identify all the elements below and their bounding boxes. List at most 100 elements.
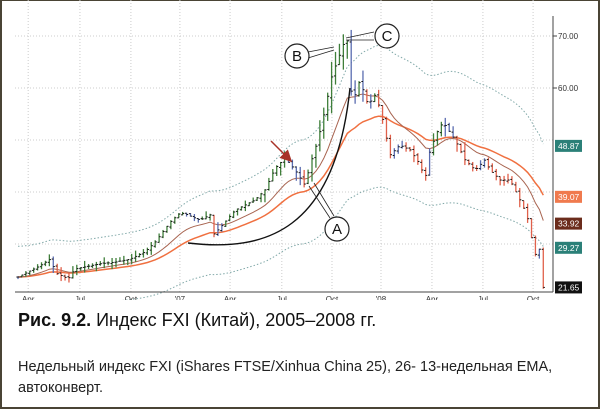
last-price-badge: 21.65 — [555, 281, 582, 294]
price-bar — [349, 29, 353, 96]
price-bar — [326, 92, 330, 121]
price-bar — [302, 169, 306, 188]
price-bar — [369, 94, 373, 109]
price-bar — [36, 264, 40, 271]
price-bar — [510, 176, 514, 186]
price-bar — [310, 154, 314, 182]
price-bar — [235, 208, 240, 216]
x-tick-label: '07 — [175, 295, 186, 300]
price-bar — [247, 202, 251, 207]
price-bar — [471, 161, 475, 172]
price-bar — [514, 181, 518, 193]
price-bar — [177, 213, 181, 219]
price-bar — [263, 189, 267, 203]
price-bar — [431, 133, 436, 156]
price-bar — [341, 34, 345, 70]
gridlines — [15, 0, 553, 292]
price-bar — [134, 250, 138, 262]
price-bar — [518, 187, 522, 208]
annotations: A B C — [187, 23, 400, 246]
price-bar — [114, 257, 118, 268]
price-bar — [353, 80, 357, 104]
price-bar — [306, 169, 310, 185]
price-bar — [184, 212, 189, 217]
y-tick-label: 60.00 — [558, 84, 579, 93]
price-bar — [435, 130, 440, 146]
price-bar — [141, 249, 146, 258]
price-bar — [118, 257, 122, 262]
price-bar — [522, 200, 526, 209]
price-bar — [537, 248, 541, 259]
price-bar — [490, 163, 494, 173]
price-bar — [188, 213, 193, 217]
price-bar — [392, 148, 396, 159]
price-bar — [388, 134, 392, 159]
price-bar — [20, 274, 24, 278]
price-bar — [94, 261, 98, 272]
price-bar — [502, 175, 506, 186]
price-bar — [333, 51, 338, 85]
price-bar — [330, 61, 334, 114]
price-bar — [145, 247, 149, 256]
figure-label: Рис. 9.2. — [18, 310, 92, 330]
price-bar — [43, 260, 48, 267]
envelope-lines — [17, 44, 544, 300]
x-tick-label: Jul — [75, 295, 85, 300]
price-bar — [404, 142, 408, 152]
price-bar — [212, 214, 216, 238]
price-bar — [361, 70, 365, 102]
price-bar — [192, 214, 196, 222]
price-bar — [55, 263, 59, 275]
upper-envelope-line — [17, 44, 544, 247]
price-bar — [533, 235, 538, 257]
ema-26-badge: 39.07 — [555, 190, 582, 203]
annotation-circle — [324, 216, 350, 242]
x-tick-label: Apr — [426, 295, 439, 300]
price-bar — [486, 157, 490, 170]
badge-background — [555, 190, 582, 203]
price-bar — [173, 216, 177, 224]
price-bar — [373, 93, 377, 103]
price-bar — [243, 200, 247, 212]
badge-value: 48.87 — [558, 141, 580, 151]
price-bar — [67, 272, 71, 283]
price-bar — [294, 166, 298, 181]
price-bar — [455, 135, 459, 152]
price-bar — [255, 196, 259, 202]
price-bar — [380, 105, 385, 124]
price-bar — [220, 223, 224, 232]
parabolic-curve — [187, 87, 351, 246]
price-bar — [357, 81, 361, 97]
price-bar — [204, 211, 208, 220]
annotation-label: A — [332, 221, 342, 238]
price-bar — [529, 218, 534, 239]
annotation-circle — [284, 43, 310, 69]
price-bar — [345, 40, 349, 59]
price-bar — [161, 229, 165, 239]
badge-background — [555, 241, 582, 254]
price-bar — [467, 159, 471, 166]
annotation-c: C — [374, 23, 400, 49]
price-bar — [420, 159, 424, 174]
price-bar — [200, 216, 204, 220]
price-bar — [384, 116, 389, 142]
price-bar — [275, 165, 279, 176]
price-bar — [83, 260, 87, 273]
ema-13-line — [17, 93, 544, 278]
price-bar — [416, 153, 420, 165]
badge-background — [555, 281, 582, 294]
price-bar — [224, 220, 228, 227]
price-bar — [400, 140, 404, 149]
price-bar — [232, 210, 236, 219]
price-bar — [482, 158, 487, 168]
price-chart: Apr Jul Oct '07 Apr Jul Oct '08 Apr Jul Oct 70.00 60… — [15, 0, 582, 300]
price-bar — [541, 247, 545, 289]
price-bar — [506, 173, 510, 184]
x-tick-label: Oct — [326, 295, 339, 300]
price-bar — [322, 107, 326, 139]
price-bar — [377, 89, 381, 108]
price-bar — [216, 222, 220, 237]
price-bar — [424, 167, 428, 181]
price-bar — [314, 143, 318, 168]
x-tick-label: Apr — [224, 295, 237, 300]
